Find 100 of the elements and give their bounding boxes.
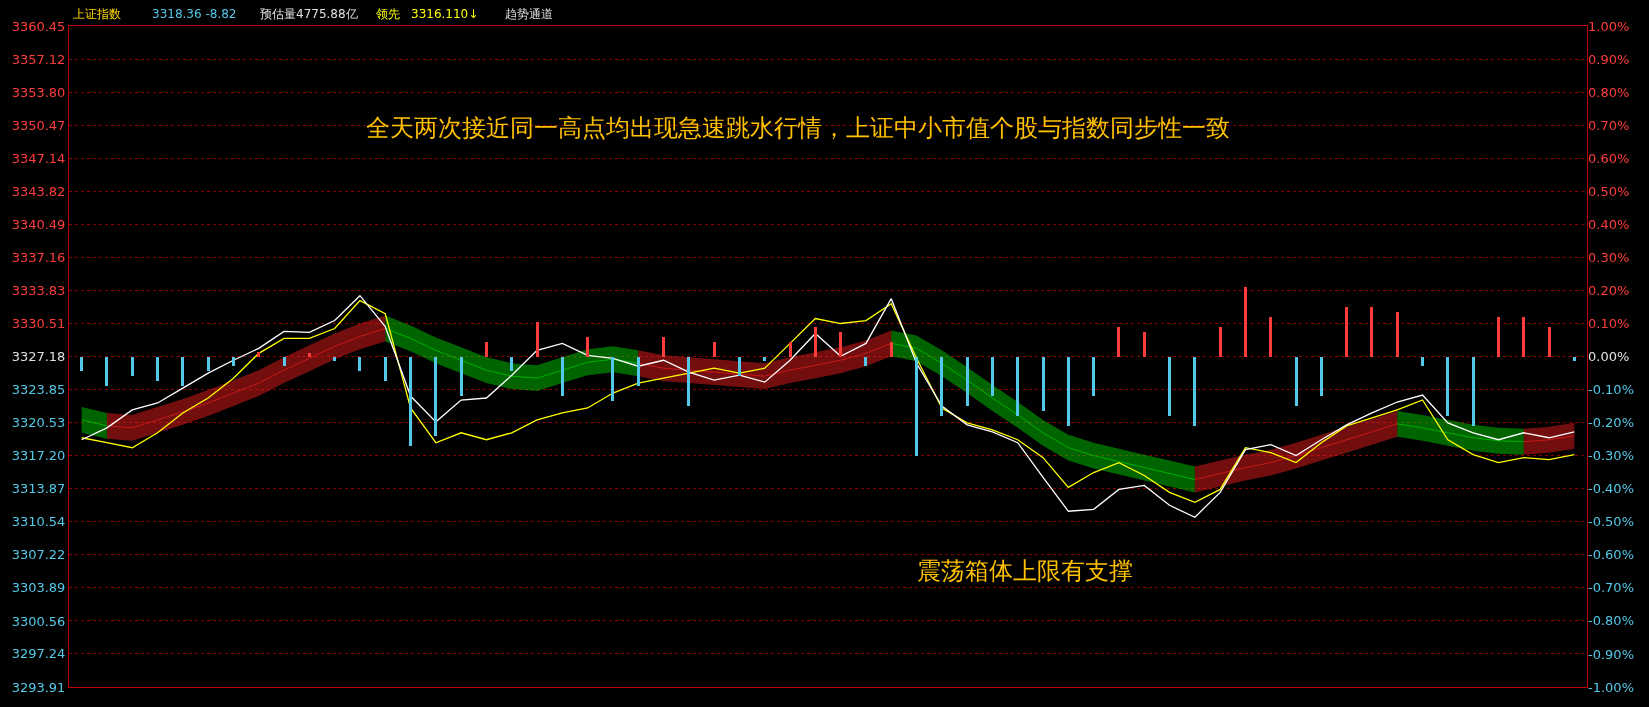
bar [1143, 332, 1146, 357]
y2-tick-label: 0.30% [1588, 249, 1630, 265]
bar [1092, 357, 1095, 396]
y2-tick-label: -0.40% [1588, 481, 1634, 497]
bar [839, 332, 842, 357]
bar [789, 342, 792, 357]
y2-tick-label: -0.80% [1588, 613, 1634, 629]
bar [611, 357, 614, 401]
bar [536, 322, 539, 357]
bar [586, 337, 589, 357]
annotation: 全天两次接近同一高点均出现急速跳水行情，上证中小市值个股与指数同步性一致 [366, 114, 1230, 142]
bar [308, 353, 311, 357]
bar [1168, 357, 1171, 416]
y2-tick-label: 0.90% [1588, 51, 1630, 67]
bar [1345, 307, 1348, 357]
bar [80, 357, 83, 371]
bar [105, 357, 108, 386]
bar [966, 357, 969, 406]
y2-tick-label: 0.10% [1588, 316, 1630, 331]
bar [156, 357, 159, 381]
bar [1396, 312, 1399, 357]
bar [890, 342, 893, 357]
y-tick-label: 3313.87 [11, 481, 66, 497]
y2-tick-label: 0.60% [1588, 150, 1630, 166]
y2-tick-label: -1.00% [1588, 679, 1634, 695]
y-tick-label: 3357.12 [11, 51, 66, 67]
bar [1244, 287, 1247, 357]
bar [1573, 357, 1576, 361]
bar [637, 357, 640, 386]
y-tick-label: 3320.53 [11, 415, 66, 431]
y2-tick-label: -0.10% [1588, 382, 1634, 398]
text: 预估量4775.88亿 [260, 7, 358, 21]
bar [460, 357, 463, 396]
bar [1067, 357, 1070, 426]
bar [940, 357, 943, 416]
annotation: 震荡箱体上限有支撑 [917, 557, 1133, 585]
y2-tick-label: -0.60% [1588, 547, 1634, 563]
y2-tick-label: 0.00% [1588, 349, 1630, 365]
y2-tick-label: 0.50% [1588, 183, 1630, 199]
bar [1472, 357, 1475, 426]
y-tick-label: 3330.51 [11, 315, 66, 331]
y-tick-label: 3353.80 [11, 84, 66, 100]
bar [510, 357, 513, 371]
y2-tick-label: -0.30% [1588, 448, 1634, 464]
y2-tick-label: -0.90% [1588, 646, 1634, 662]
bar [738, 357, 741, 376]
bar [409, 357, 412, 446]
bar [1219, 327, 1222, 357]
bar [1421, 357, 1424, 366]
y2-tick-label: -0.70% [1588, 580, 1634, 596]
bar [713, 342, 716, 357]
y2-tick-label: 0.20% [1588, 282, 1630, 298]
bar [181, 357, 184, 386]
bar [434, 357, 437, 436]
y-tick-label: 3350.47 [11, 117, 66, 133]
bar [1042, 357, 1045, 411]
y2-tick-label: 0.40% [1588, 216, 1630, 232]
bar [1497, 317, 1500, 357]
y-tick-label: 3327.18 [11, 349, 66, 365]
text: 3318.36 -8.82 [152, 7, 237, 21]
bar [1522, 317, 1525, 357]
bar [1016, 357, 1019, 416]
bar [485, 342, 488, 357]
text: 上证指数 [73, 7, 121, 21]
y2-tick-label: 0.70% [1588, 117, 1630, 133]
y2-tick-label: -0.20% [1588, 415, 1634, 431]
y-tick-label: 3310.54 [11, 514, 66, 530]
y-tick-label: 3317.20 [11, 448, 66, 464]
y-tick-label: 3340.49 [11, 216, 66, 232]
bar [1193, 357, 1196, 426]
text: 领先 [376, 7, 400, 21]
y-tick-label: 3307.22 [11, 547, 66, 563]
y-tick-label: 3323.85 [11, 382, 66, 398]
bar [232, 357, 235, 366]
y-tick-label: 3360.45 [11, 18, 66, 34]
text: 趋势通道 [505, 7, 553, 21]
bar [131, 357, 134, 376]
bar [991, 357, 994, 396]
bar [687, 357, 690, 406]
y-tick-label: 3343.82 [11, 183, 66, 199]
bar [283, 357, 286, 366]
bar [662, 337, 665, 357]
bar [384, 357, 387, 381]
bar [257, 352, 260, 357]
bar [915, 357, 918, 456]
bar [763, 357, 766, 361]
bar [814, 327, 817, 357]
bar [1117, 327, 1120, 357]
y-tick-label: 3347.14 [11, 150, 66, 166]
bar [333, 357, 336, 361]
text: 3316.110↓ [411, 7, 479, 21]
bar [1446, 357, 1449, 416]
bar [207, 357, 210, 371]
bar [1295, 357, 1298, 406]
y-tick-label: 3297.24 [11, 646, 66, 662]
bar [1370, 307, 1373, 357]
y2-tick-label: -0.50% [1588, 514, 1634, 530]
y-tick-label: 3300.56 [11, 613, 66, 629]
y-tick-label: 3337.16 [11, 249, 66, 265]
bar [358, 357, 361, 371]
